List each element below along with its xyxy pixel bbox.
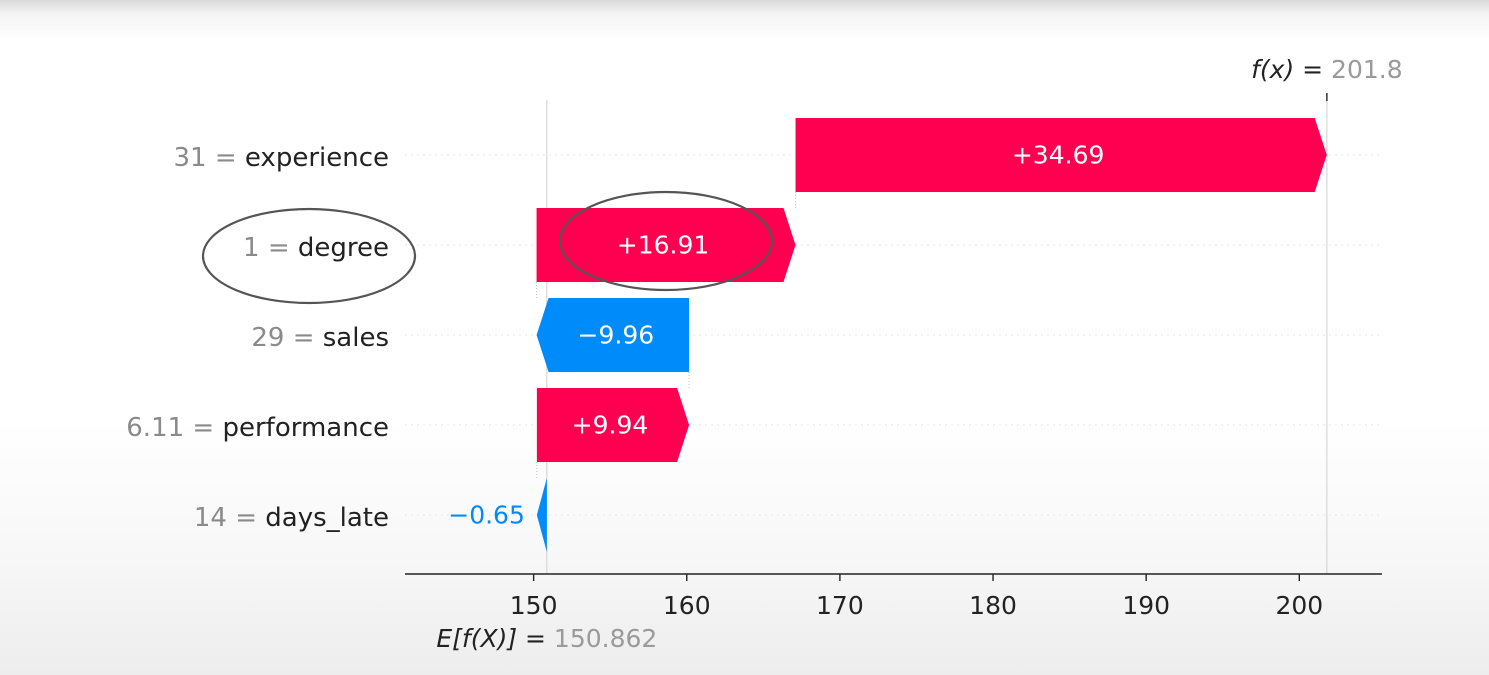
feature-label-degree: 1 = degree [243, 233, 389, 263]
feature-labels: 31 = experience 1 = degree 29 = sales 6.11 … [126, 143, 389, 533]
value-annotations: E[f(X)] = 150.862 f(x) = 201.8 [436, 55, 1402, 653]
base-value-symbol: E[f(X)] = [436, 624, 554, 653]
x-tick-label: 180 [969, 591, 1017, 620]
base-value-number: 150.862 [554, 624, 657, 653]
contribution-bars: +34.69 +16.91 −9.96 +9.94 −0.65 [448, 118, 1327, 552]
feature-value: 1 = [243, 233, 298, 263]
feature-name: performance [222, 413, 389, 443]
bar-label-performance: +9.94 [572, 411, 649, 440]
bar-label-sales: −9.96 [578, 321, 655, 350]
feature-value: 29 = [251, 323, 322, 353]
bar-label-days_late: −0.65 [448, 501, 525, 530]
feature-value: 14 = [194, 503, 265, 533]
feature-label-performance: 6.11 = performance [126, 413, 389, 443]
x-tick-label: 200 [1275, 591, 1323, 620]
feature-name: degree [298, 233, 389, 263]
circle-annotation-degree-bar [558, 190, 774, 292]
feature-value: 31 = [173, 143, 244, 173]
output-value-number: 201.8 [1331, 55, 1403, 84]
x-tick-label: 160 [663, 591, 711, 620]
bar-performance [536, 388, 690, 462]
x-tick-label: 170 [816, 591, 864, 620]
circle-annotation-degree-label [201, 207, 417, 305]
x-axis: 150 160 170 180 190 200 [405, 573, 1382, 620]
bar-sales [536, 298, 690, 372]
feature-name: days_late [265, 503, 389, 533]
output-value-annotation: f(x) = 201.8 [1251, 55, 1403, 84]
x-tick-label: 150 [510, 591, 558, 620]
base-value-annotation: E[f(X)] = 150.862 [436, 624, 657, 653]
bar-experience [795, 118, 1327, 192]
feature-name: experience [245, 143, 389, 173]
feature-name: sales [323, 323, 389, 353]
feature-label-sales: 29 = sales [251, 323, 389, 353]
bar-label-experience: +34.69 [1012, 141, 1105, 170]
bar-degree [536, 208, 796, 282]
bar-label-degree: +16.91 [617, 231, 710, 260]
output-value-symbol: f(x) = [1251, 55, 1331, 84]
bar-days_late [536, 478, 547, 552]
x-tick-label: 190 [1122, 591, 1170, 620]
hand-drawn-circles [201, 190, 774, 305]
feature-label-experience: 31 = experience [173, 143, 389, 173]
feature-label-days_late: 14 = days_late [194, 503, 389, 533]
feature-value: 6.11 = [126, 413, 222, 443]
